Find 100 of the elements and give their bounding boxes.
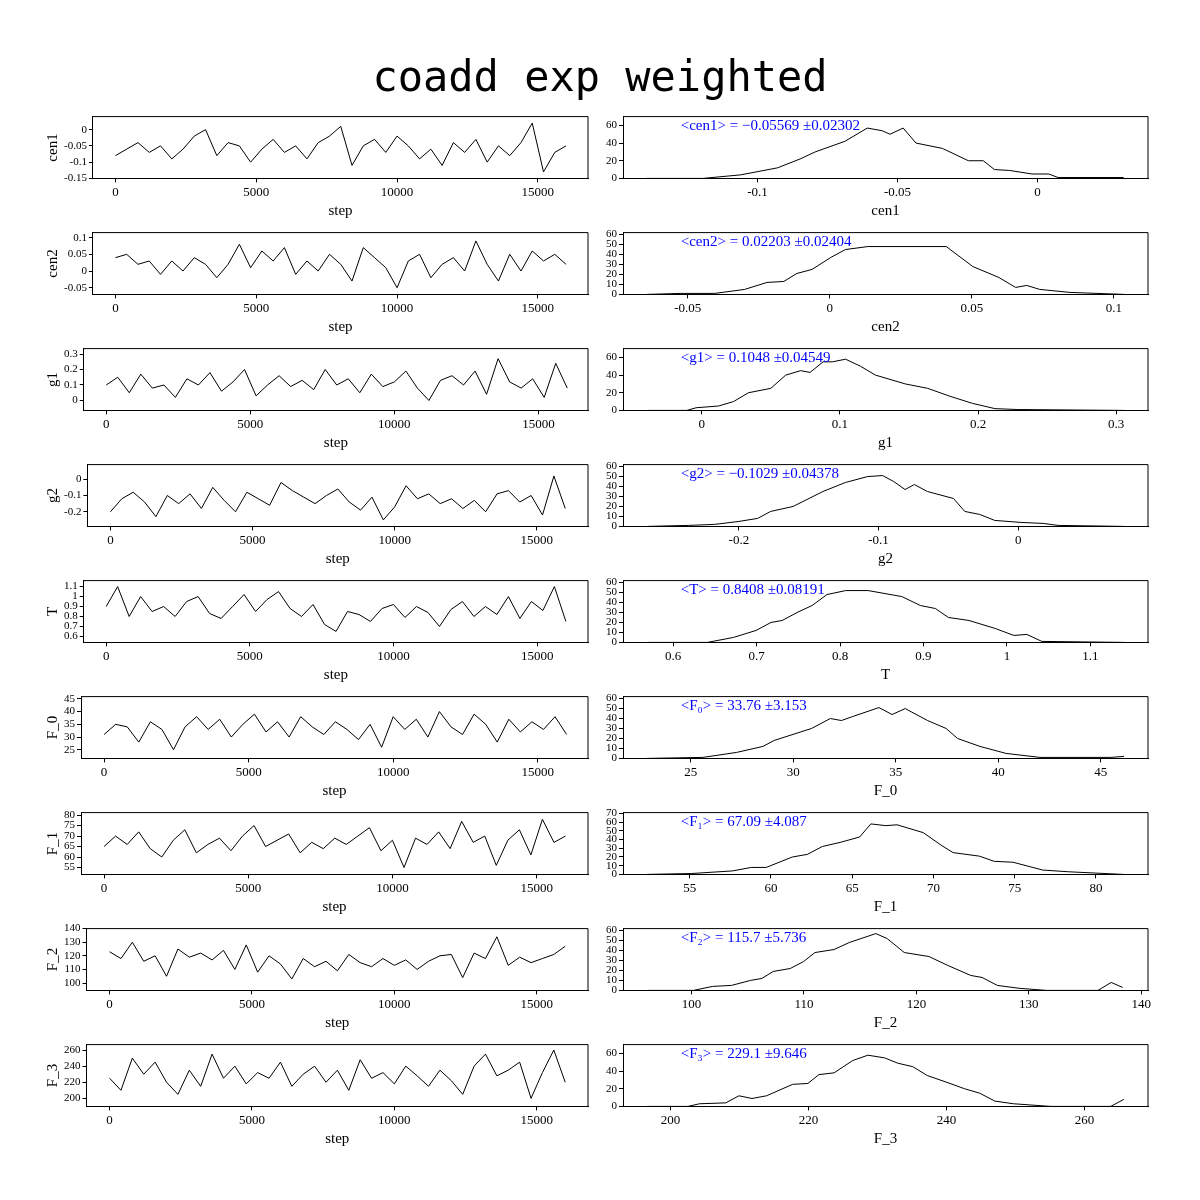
x-axis-title: step bbox=[325, 1013, 350, 1030]
x-tick-label: 10000 bbox=[378, 995, 411, 1011]
y-tick-label: 55 bbox=[64, 860, 76, 873]
annotation: <F₀> = 33.76 ±3.153 bbox=[680, 697, 807, 714]
y-tick-label: 110 bbox=[64, 962, 81, 975]
x-tick-label: 10000 bbox=[378, 415, 411, 431]
x-tick-label: 15000 bbox=[521, 299, 555, 315]
y-tick-label: 0.6 bbox=[64, 629, 79, 642]
x-tick-label: 0 bbox=[698, 415, 705, 431]
y-tick-label: -0.15 bbox=[63, 171, 88, 184]
x-tick-label: -0.1 bbox=[868, 531, 889, 547]
x-axis-title: cen2 bbox=[871, 317, 900, 334]
y-tick-label: 30 bbox=[606, 605, 618, 618]
x-tick-label: -0.2 bbox=[728, 531, 750, 547]
x-tick-label: 10000 bbox=[376, 879, 409, 895]
y-tick-label: 0.7 bbox=[64, 619, 79, 632]
y-tick-label: 40 bbox=[606, 135, 618, 148]
x-tick-label: 0 bbox=[112, 183, 119, 199]
y-tick-label: -0.05 bbox=[63, 138, 88, 151]
annotation: <T> = 0.8408 ±0.08191 bbox=[680, 581, 825, 598]
y-tick-label: 0 bbox=[72, 393, 79, 406]
annotation: <cen1> = −0.05569 ±0.02302 bbox=[680, 117, 860, 134]
annotation: <cen2> = 0.02203 ±0.02404 bbox=[680, 233, 852, 250]
x-tick-label: 65 bbox=[845, 879, 859, 895]
x-tick-label: 25 bbox=[684, 763, 698, 779]
y-tick-label: 25 bbox=[64, 742, 76, 755]
y-tick-label: 20 bbox=[606, 267, 618, 280]
y-tick-label: 60 bbox=[606, 350, 618, 363]
y-tick-label: 60 bbox=[606, 459, 618, 472]
x-tick-label: 15000 bbox=[521, 763, 554, 779]
y-tick-label: 40 bbox=[606, 711, 618, 724]
x-tick-label: 5000 bbox=[243, 183, 270, 199]
y-tick-label: 20 bbox=[606, 615, 618, 628]
x-tick-label: 0 bbox=[106, 1111, 113, 1127]
x-axis-title: step bbox=[325, 549, 350, 566]
x-tick-label: 45 bbox=[1094, 763, 1108, 779]
x-tick-label: 15000 bbox=[520, 995, 553, 1011]
y-tick-label: -0.05 bbox=[63, 280, 88, 293]
y-tick-label: 65 bbox=[64, 839, 76, 852]
y-tick-label: 10 bbox=[606, 741, 618, 754]
x-axis-title: F_1 bbox=[873, 897, 898, 914]
x-tick-label: 0 bbox=[112, 299, 119, 315]
x-tick-label: 35 bbox=[889, 763, 903, 779]
y-axis-title: F_2 bbox=[43, 947, 60, 972]
y-tick-label: 0 bbox=[611, 983, 618, 996]
y-tick-label: 20 bbox=[606, 385, 618, 398]
y-axis-title: g1 bbox=[43, 372, 60, 387]
x-tick-label: 75 bbox=[1008, 879, 1022, 895]
y-tick-label: 0.1 bbox=[73, 230, 87, 243]
x-tick-label: 240 bbox=[936, 1111, 957, 1127]
y-tick-label: 40 bbox=[606, 247, 618, 260]
x-tick-label: 0 bbox=[826, 299, 834, 315]
x-axis-title: cen1 bbox=[871, 201, 900, 218]
y-tick-label: 60 bbox=[606, 575, 618, 588]
x-tick-label: 0 bbox=[102, 647, 110, 663]
y-tick-label: 60 bbox=[64, 849, 76, 862]
y-tick-label: 10 bbox=[606, 277, 618, 290]
x-tick-label: 130 bbox=[1019, 995, 1039, 1011]
x-tick-label: 1 bbox=[1003, 647, 1011, 663]
x-tick-label: 0 bbox=[1034, 183, 1041, 199]
y-tick-label: 30 bbox=[606, 489, 618, 502]
x-axis-title: step bbox=[328, 201, 353, 218]
x-tick-label: 5000 bbox=[236, 647, 263, 663]
annotation: <g1> = 0.1048 ±0.04549 bbox=[680, 349, 831, 366]
y-axis-title: cen1 bbox=[43, 133, 60, 162]
y-tick-label: 80 bbox=[64, 808, 76, 820]
y-tick-label: 70 bbox=[64, 828, 76, 841]
y-tick-label: 220 bbox=[64, 1075, 81, 1088]
y-tick-label: 0 bbox=[611, 635, 618, 648]
x-tick-label: 15000 bbox=[520, 1111, 553, 1127]
y-tick-label: 0 bbox=[611, 1099, 618, 1112]
x-tick-label: 0.7 bbox=[748, 647, 766, 663]
x-tick-label: 110 bbox=[794, 995, 814, 1011]
y-tick-label: 130 bbox=[64, 935, 81, 948]
y-tick-label: 0 bbox=[611, 519, 618, 532]
x-axis-title: g2 bbox=[878, 549, 893, 566]
y-tick-label: 60 bbox=[606, 227, 618, 240]
x-tick-label: 0.8 bbox=[831, 647, 849, 663]
x-tick-label: 0.1 bbox=[1105, 299, 1123, 315]
y-tick-label: 0.2 bbox=[64, 362, 78, 375]
y-tick-label: -0.1 bbox=[69, 155, 87, 168]
y-tick-label: 10 bbox=[606, 973, 618, 986]
x-tick-label: 40 bbox=[991, 763, 1005, 779]
x-tick-label: 0 bbox=[1014, 531, 1022, 547]
y-tick-label: 60 bbox=[606, 118, 618, 131]
y-tick-label: 50 bbox=[606, 469, 618, 482]
y-tick-label: 75 bbox=[64, 818, 76, 831]
x-tick-label: 15000 bbox=[521, 183, 555, 199]
x-tick-label: 0 bbox=[100, 763, 108, 779]
x-tick-label: 55 bbox=[683, 879, 697, 895]
y-tick-label: 40 bbox=[606, 367, 618, 380]
y-tick-label: 30 bbox=[606, 953, 618, 966]
y-tick-label: 30 bbox=[606, 721, 618, 734]
y-tick-label: 0 bbox=[75, 472, 82, 485]
x-tick-label: 260 bbox=[1074, 1111, 1095, 1127]
x-tick-label: 5000 bbox=[237, 415, 264, 431]
y-tick-label: 40 bbox=[606, 943, 618, 956]
x-tick-label: 10000 bbox=[377, 647, 410, 663]
y-tick-label: 1.1 bbox=[64, 579, 78, 592]
x-tick-label: 15000 bbox=[520, 531, 554, 547]
